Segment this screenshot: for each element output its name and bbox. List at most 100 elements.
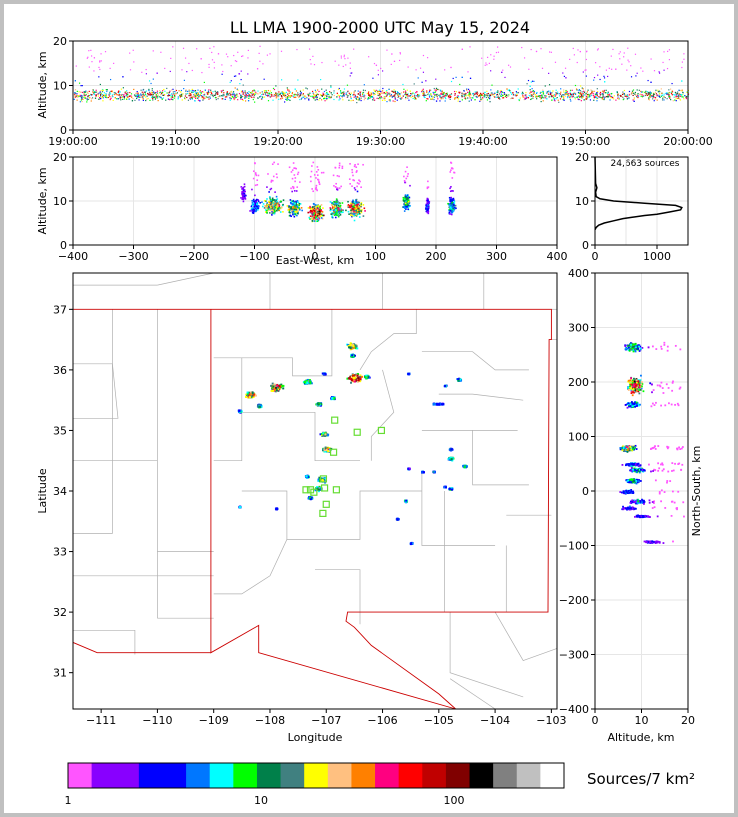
source-mark xyxy=(440,92,443,94)
source-mark xyxy=(499,98,501,100)
source-mark xyxy=(317,179,320,181)
source-mark xyxy=(642,95,644,97)
source-mark xyxy=(356,380,359,383)
source-mark xyxy=(343,91,345,93)
source-mark xyxy=(331,202,333,204)
source-mark xyxy=(93,57,96,59)
source-mark xyxy=(244,190,246,193)
source-mark xyxy=(318,206,321,208)
source-mark xyxy=(626,95,628,97)
source-mark xyxy=(100,95,102,97)
source-mark xyxy=(373,93,375,95)
source-mark xyxy=(296,206,299,209)
source-mark xyxy=(372,77,374,79)
source-mark xyxy=(448,206,451,209)
source-mark xyxy=(359,98,362,100)
source-mark xyxy=(582,71,584,73)
source-mark xyxy=(396,92,398,95)
source-mark xyxy=(356,96,359,98)
source-mark xyxy=(332,212,335,214)
source-mark xyxy=(406,97,408,99)
source-mark xyxy=(142,99,144,101)
source-mark xyxy=(456,97,459,99)
source-mark xyxy=(222,95,224,97)
source-mark xyxy=(560,88,562,90)
source-mark xyxy=(399,95,401,97)
source-mark xyxy=(255,201,257,203)
source-mark xyxy=(235,75,237,77)
source-mark xyxy=(571,94,573,96)
source-mark xyxy=(580,93,583,96)
source-mark xyxy=(257,200,260,203)
source-mark xyxy=(647,91,649,93)
source-mark xyxy=(108,93,110,95)
source-mark xyxy=(154,92,156,94)
source-mark xyxy=(286,99,288,101)
source-mark xyxy=(481,93,483,96)
source-mark xyxy=(679,95,682,97)
source-mark xyxy=(435,90,437,92)
source-mark xyxy=(142,88,145,91)
source-mark xyxy=(448,212,451,215)
source-mark xyxy=(580,85,582,87)
source-mark xyxy=(336,203,338,206)
source-mark xyxy=(516,92,518,94)
source-mark xyxy=(393,94,396,96)
source-mark xyxy=(290,208,293,211)
source-mark xyxy=(272,202,275,204)
source-mark xyxy=(553,99,556,101)
source-mark xyxy=(631,92,634,94)
source-mark xyxy=(405,96,407,99)
source-mark xyxy=(164,67,166,70)
source-mark xyxy=(611,96,614,99)
source-mark xyxy=(448,211,451,214)
source-mark xyxy=(278,204,281,207)
ew-tick-label: −100 xyxy=(239,250,269,263)
source-mark xyxy=(340,95,342,97)
source-mark xyxy=(449,171,452,173)
source-mark xyxy=(362,92,364,94)
source-mark xyxy=(490,89,492,91)
source-mark xyxy=(350,209,352,212)
source-mark xyxy=(377,94,379,96)
source-mark xyxy=(354,188,357,191)
source-mark xyxy=(240,197,242,199)
source-mark xyxy=(585,75,587,77)
source-mark xyxy=(575,88,578,90)
source-mark xyxy=(497,51,500,53)
source-mark xyxy=(355,198,358,201)
source-mark xyxy=(302,94,304,96)
source-mark xyxy=(348,346,351,349)
source-mark xyxy=(258,205,260,208)
source-mark xyxy=(224,96,227,98)
source-mark xyxy=(406,203,409,205)
source-mark xyxy=(546,92,548,94)
source-mark xyxy=(683,94,686,97)
source-mark xyxy=(451,206,453,209)
source-mark xyxy=(403,88,405,90)
source-mark xyxy=(579,96,582,98)
source-mark xyxy=(430,93,432,95)
source-mark xyxy=(188,92,191,94)
source-mark xyxy=(481,98,483,100)
source-mark xyxy=(290,171,293,173)
source-mark xyxy=(498,97,500,99)
source-mark xyxy=(159,90,161,92)
source-mark xyxy=(431,95,433,97)
source-mark xyxy=(515,91,517,93)
source-mark xyxy=(449,200,451,202)
source-mark xyxy=(656,99,658,101)
source-mark xyxy=(281,96,283,98)
source-mark xyxy=(241,194,244,196)
time-height-panel: Altitude, km 19:00:00 19:10:00 19:20:00 19:… xyxy=(36,35,713,148)
source-mark xyxy=(255,209,258,212)
source-mark xyxy=(354,164,356,166)
source-mark xyxy=(663,69,665,71)
source-mark xyxy=(316,220,319,223)
source-mark xyxy=(407,95,409,97)
source-mark xyxy=(406,206,408,208)
source-mark xyxy=(338,175,340,178)
source-mark xyxy=(347,95,349,97)
source-mark xyxy=(325,97,327,100)
source-mark xyxy=(596,94,598,96)
